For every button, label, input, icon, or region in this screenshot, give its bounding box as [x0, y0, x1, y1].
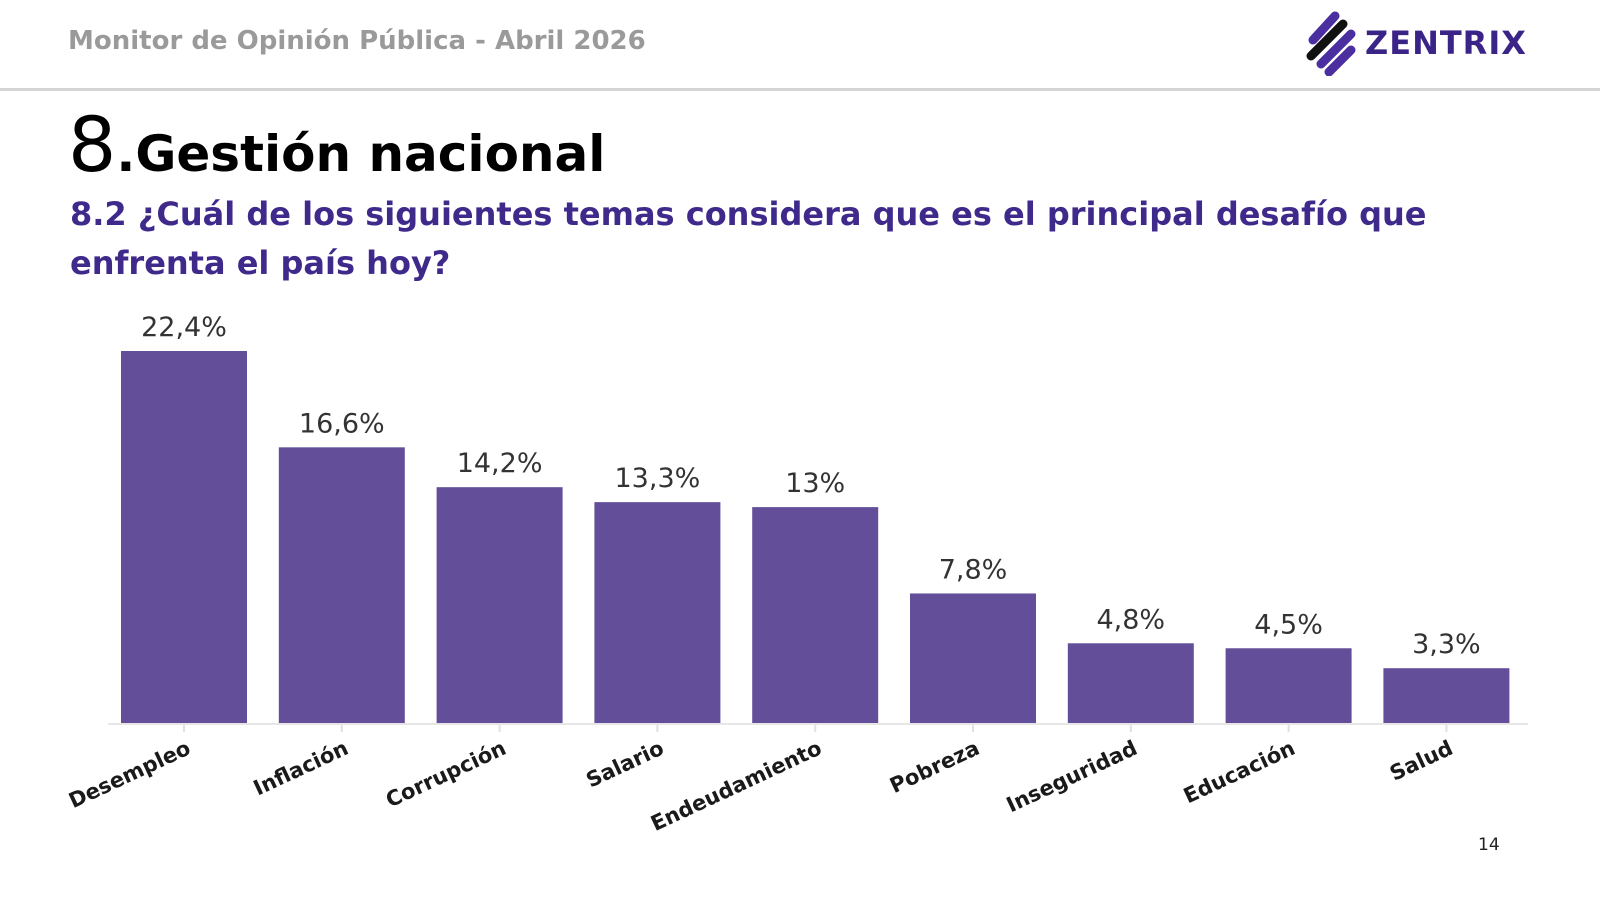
data-label: 13%: [785, 468, 845, 499]
bar-salario: [594, 502, 721, 723]
page-number: 14: [1478, 835, 1500, 855]
bar-inflación: [278, 447, 405, 723]
section-number: 8: [68, 100, 117, 189]
section-title-text: .Gestión nacional: [116, 125, 606, 183]
data-label: 13,3%: [615, 463, 701, 494]
bar-endeudamiento: [752, 507, 879, 723]
question-text: 8.2 ¿Cuál de los siguientes temas consid…: [70, 195, 1427, 282]
category-label: Inflación: [250, 736, 352, 801]
report-title: Monitor de Opinión Pública - Abril 2026: [68, 26, 646, 56]
brand-logo: ZENTRIX: [1305, 10, 1527, 76]
bar-salud: [1383, 668, 1510, 723]
zentrix-logo-icon: [1306, 11, 1356, 76]
bar-educación: [1225, 648, 1352, 723]
data-label: 4,8%: [1096, 604, 1165, 635]
category-label: Pobreza: [886, 736, 983, 798]
category-label: Educación: [1180, 736, 1299, 808]
section-title: 8.Gestión nacional: [68, 100, 605, 189]
category-label: Desempleo: [65, 736, 194, 813]
bar-pobreza: [910, 593, 1036, 723]
header-divider: [0, 88, 1600, 91]
data-label: 22,4%: [141, 312, 227, 343]
category-label: Endeudamiento: [647, 736, 825, 836]
category-label: Salario: [582, 736, 667, 793]
bar-corrupción: [436, 487, 563, 723]
data-label: 16,6%: [299, 408, 385, 439]
category-label: Corrupción: [382, 736, 510, 813]
bar-desempleo: [121, 351, 247, 723]
bar-inseguridad: [1067, 643, 1194, 723]
brand-name: ZENTRIX: [1365, 24, 1527, 62]
category-label: Inseguridad: [1003, 736, 1141, 817]
data-label: 4,5%: [1254, 609, 1323, 640]
data-label: 3,3%: [1412, 629, 1481, 660]
data-label: 7,8%: [939, 554, 1008, 585]
category-label: Salud: [1386, 736, 1456, 786]
data-label: 14,2%: [457, 448, 543, 479]
